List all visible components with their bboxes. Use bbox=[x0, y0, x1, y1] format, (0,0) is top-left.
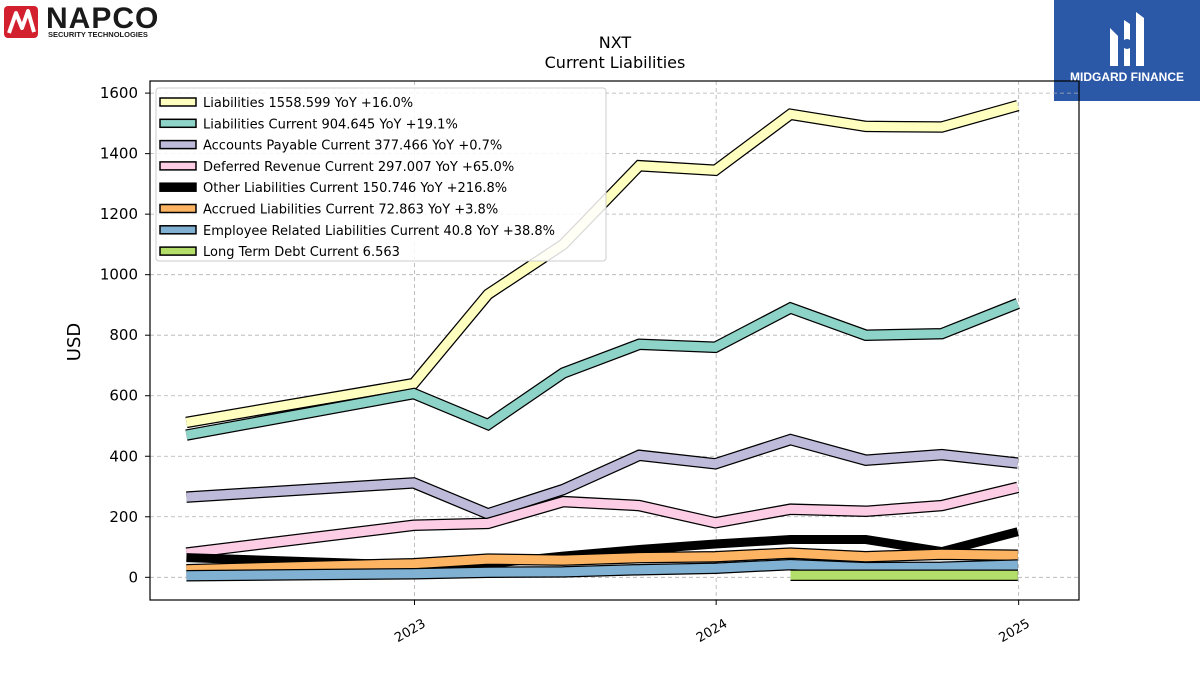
napco-logo: NAPCO SECURITY TECHNOLOGIES bbox=[4, 2, 214, 40]
y-tick-label: 1200 bbox=[100, 205, 138, 223]
legend-item: Deferred Revenue Current 297.007 YoY +65… bbox=[159, 160, 514, 175]
midgard-finance-text: MIDGARD FINANCE bbox=[1070, 70, 1184, 84]
x-tick-label: 2025 bbox=[997, 616, 1033, 646]
midgard-finance-logo: MIDGARD FINANCE bbox=[1054, 0, 1200, 101]
x-tick-label: 2024 bbox=[694, 616, 730, 646]
series-1 bbox=[185, 298, 1020, 441]
legend-label: Employee Related Liabilities Current 40.… bbox=[203, 224, 555, 239]
series-3 bbox=[185, 481, 1020, 559]
legend-swatch bbox=[159, 139, 197, 150]
y-tick-label: 400 bbox=[109, 447, 138, 465]
legend-label: Liabilities 1558.599 YoY +16.0% bbox=[203, 96, 413, 111]
series-5 bbox=[186, 547, 1018, 576]
y-axis-label: USD bbox=[64, 323, 85, 361]
series-2 bbox=[186, 433, 1019, 520]
y-tick-label: 800 bbox=[109, 326, 138, 344]
y-tick-label: 1600 bbox=[100, 84, 138, 102]
series-line bbox=[186, 548, 1018, 575]
legend-label: Long Term Debt Current 6.563 bbox=[203, 245, 400, 260]
legend-swatch bbox=[159, 118, 197, 129]
legend-swatch bbox=[159, 97, 197, 107]
legend-swatch bbox=[159, 161, 197, 171]
legend-item: Accrued Liabilities Current 72.863 YoY +… bbox=[159, 203, 498, 218]
legend-label: Accrued Liabilities Current 72.863 YoY +… bbox=[203, 203, 498, 218]
series-line bbox=[186, 434, 1019, 519]
legend-swatch bbox=[159, 203, 197, 214]
x-axis: 2023 2024 2025 bbox=[392, 600, 1033, 646]
legend-label: Accounts Payable Current 377.466 YoY +0.… bbox=[203, 139, 502, 154]
legend-label: Liabilities Current 904.645 YoY +19.1% bbox=[203, 117, 458, 132]
legend-swatch bbox=[159, 246, 197, 256]
y-tick-label: 200 bbox=[109, 508, 138, 526]
plot-frame bbox=[149, 80, 1080, 601]
legend-item: Long Term Debt Current 6.563 bbox=[159, 245, 400, 260]
napco-logo-subtext: SECURITY TECHNOLOGIES bbox=[48, 30, 148, 39]
y-tick-label: 1000 bbox=[100, 266, 138, 284]
series-line bbox=[185, 483, 1019, 558]
series-layer bbox=[185, 100, 1020, 582]
series-6 bbox=[186, 558, 1018, 582]
legend-label: Other Liabilities Current 150.746 YoY +2… bbox=[203, 181, 507, 196]
series-line bbox=[186, 560, 1018, 581]
y-tick-label: 600 bbox=[109, 387, 138, 405]
napco-logo-text: NAPCO bbox=[46, 4, 159, 35]
midgard-finance-mark bbox=[1110, 12, 1144, 66]
legend-item: Liabilities 1558.599 YoY +16.0% bbox=[159, 96, 413, 111]
legend-swatch bbox=[159, 182, 197, 192]
series-0 bbox=[185, 100, 1020, 429]
y-tick-label: 0 bbox=[128, 568, 138, 586]
legend-item: Other Liabilities Current 150.746 YoY +2… bbox=[159, 181, 507, 196]
legend-swatch bbox=[159, 225, 197, 235]
y-tick-label: 1400 bbox=[100, 145, 138, 163]
series-line bbox=[185, 299, 1020, 440]
chart-title: NXT bbox=[599, 33, 632, 52]
series-line bbox=[185, 101, 1020, 427]
legend: Liabilities 1558.599 YoY +16.0% Liabiliti… bbox=[155, 87, 607, 262]
x-tick-label: 2023 bbox=[392, 616, 428, 646]
legend-item: Employee Related Liabilities Current 40.… bbox=[159, 224, 555, 239]
legend-item: Accounts Payable Current 377.466 YoY +0.… bbox=[159, 139, 502, 154]
y-axis: 0 200 400 600 800 1000 1200 1400 1600 bbox=[100, 84, 150, 586]
legend-label: Deferred Revenue Current 297.007 YoY +65… bbox=[203, 160, 514, 175]
chart-subtitle: Current Liabilities bbox=[545, 53, 686, 72]
legend-frame bbox=[155, 87, 607, 262]
legend-item: Liabilities Current 904.645 YoY +19.1% bbox=[159, 117, 458, 132]
